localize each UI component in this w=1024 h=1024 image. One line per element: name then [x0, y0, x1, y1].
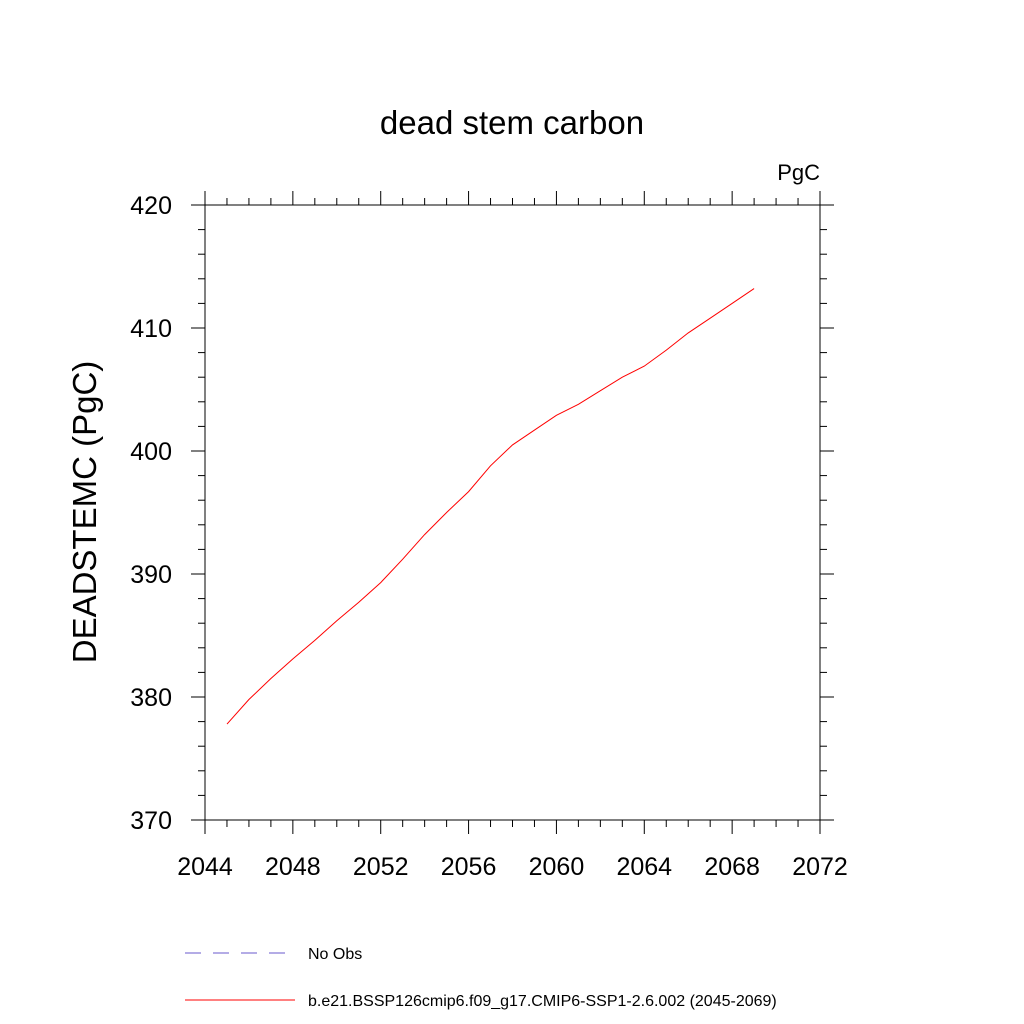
- x-tick-label: 2060: [529, 853, 585, 881]
- legend: No Obs b.e21.BSSP126cmip6.f09_g17.CMIP6-S…: [185, 946, 777, 1010]
- x-tick-label: 2072: [792, 853, 848, 881]
- plot-frame: [204, 204, 821, 821]
- y-tick-label: 420: [130, 192, 172, 220]
- series-layer: [226, 288, 755, 725]
- x-tick-label: 2056: [441, 853, 497, 881]
- y-axis-label: DEADSTEMC (PgC): [66, 361, 103, 664]
- y-tick-label: 400: [130, 438, 172, 466]
- x-tick-label: 2064: [616, 853, 672, 881]
- y-tick-label: 390: [130, 561, 172, 589]
- x-tick-label: 2068: [704, 853, 760, 881]
- y-tick-label: 380: [130, 684, 172, 712]
- y-tick-label: 370: [130, 807, 172, 835]
- units-label: PgC: [777, 160, 820, 185]
- tick-labels: 2044 2048 2052 2056 2060 2064 2068 2072 370 380 39…: [130, 192, 848, 881]
- axis-ticks: [191, 191, 834, 834]
- x-tick-label: 2052: [353, 853, 409, 881]
- legend-label-0: b.e21.BSSP126cmip6.f09_g17.CMIP6-SSP1-2.…: [308, 993, 777, 1010]
- legend-label-1: No Obs: [308, 946, 362, 963]
- series-line-0: [226, 288, 755, 725]
- x-tick-label: 2048: [265, 853, 321, 881]
- chart-title: dead stem carbon: [380, 104, 644, 141]
- y-tick-label: 410: [130, 315, 172, 343]
- x-tick-label: 2044: [177, 853, 233, 881]
